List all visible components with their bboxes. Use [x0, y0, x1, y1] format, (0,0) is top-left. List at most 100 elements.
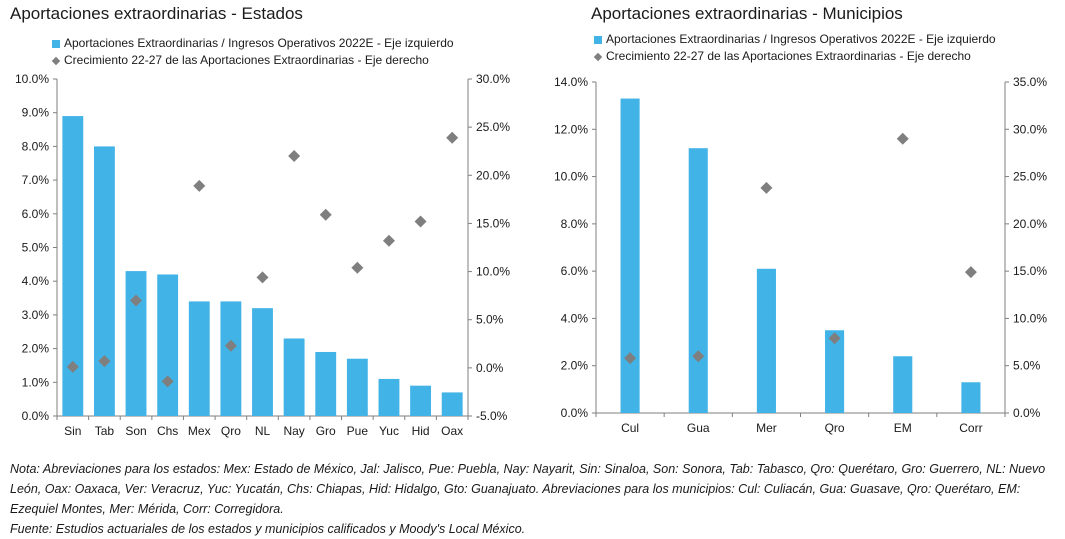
- legend-item-bars: Aportaciones Extraordinarias / Ingresos …: [594, 31, 996, 48]
- plot-area: 0.0% 2.0% 4.0% 6.0% 8.0% 10.0% 12.0% 14.0% 0.0% 5…: [554, 75, 1047, 435]
- y-tick-label-left: 4.0%: [22, 274, 50, 288]
- x-tick-label: Oax: [441, 424, 463, 438]
- diamond-mer: [760, 181, 773, 194]
- y-tick-label-right: 30.0%: [476, 72, 510, 86]
- footnote: Nota: Abreviaciones para los estados: Me…: [10, 459, 1060, 539]
- chart-estados: Aportaciones extraordinarias - Estados A…: [0, 0, 530, 450]
- x-tick-label: Qro: [221, 424, 241, 438]
- legend-bar-swatch: [52, 39, 60, 48]
- y-tick-label-right: -5.0%: [476, 409, 508, 423]
- diamond-chs: [161, 375, 174, 388]
- bar-em: [893, 356, 913, 413]
- x-tick-label: Tab: [95, 424, 115, 438]
- legend-label: Aportaciones Extraordinarias / Ingresos …: [64, 36, 454, 50]
- bar-oax: [441, 392, 463, 416]
- legend-label: Crecimiento 22-27 de las Aportaciones Ex…: [606, 49, 971, 63]
- x-tick-label: EM: [894, 421, 912, 435]
- chart-title: Aportaciones extraordinarias - Estados: [10, 4, 303, 23]
- x-tick-label: Chs: [157, 424, 178, 438]
- diamond-yuc: [382, 234, 395, 247]
- y-tick-label-left: 10.0%: [15, 72, 49, 86]
- diamond-em: [896, 132, 909, 145]
- y-tick-label-left: 10.0%: [554, 170, 588, 184]
- y-tick-label-right: 15.0%: [1013, 264, 1047, 278]
- x-tick-label: Gro: [316, 424, 336, 438]
- x-tick-label: Son: [125, 424, 146, 438]
- y-tick-label-left: 5.0%: [22, 241, 50, 255]
- y-tick-label-left: 14.0%: [554, 75, 588, 89]
- bar-gua: [688, 148, 708, 413]
- y-tick-label-left: 6.0%: [22, 207, 50, 221]
- diamond-nay: [288, 150, 301, 163]
- diamond-gua: [692, 350, 705, 363]
- x-tick-label: Cul: [621, 421, 639, 435]
- x-tick-label: Corr: [959, 421, 982, 435]
- y-tick-label-right: 10.0%: [476, 265, 510, 279]
- y-tick-label-right: 15.0%: [476, 216, 510, 230]
- bar-nay: [283, 338, 305, 416]
- legend-item-diamonds: Crecimiento 22-27 de las Aportaciones Ex…: [51, 52, 454, 69]
- y-tick-label-left: 1.0%: [22, 375, 50, 389]
- y-tick-label-left: 9.0%: [22, 106, 50, 120]
- legend-label: Aportaciones Extraordinarias / Ingresos …: [606, 32, 996, 46]
- y-tick-label-left: 4.0%: [561, 311, 589, 325]
- y-tick-label-left: 8.0%: [22, 139, 50, 153]
- x-tick-label: NL: [255, 424, 271, 438]
- diamond-oax: [446, 131, 459, 144]
- diamond-hid: [414, 215, 427, 228]
- y-tick-label-left: 2.0%: [561, 359, 589, 373]
- bar-mex: [188, 301, 210, 416]
- legend: Aportaciones Extraordinarias / Ingresos …: [593, 31, 996, 65]
- y-tick-label-right: 25.0%: [1013, 170, 1047, 184]
- plot-area: 0.0% 1.0% 2.0% 3.0% 4.0% 5.0% 6.0% 7.0% 8.0% 9.0%…: [15, 72, 510, 438]
- diamond-pue: [351, 261, 364, 274]
- x-tick-label: Yuc: [379, 424, 399, 438]
- bar-sin: [62, 116, 84, 416]
- x-tick-label: Mex: [188, 424, 211, 438]
- y-tick-label-right: 0.0%: [1013, 406, 1041, 420]
- y-tick-label-right: 10.0%: [1013, 311, 1047, 325]
- x-tick-label: Gua: [687, 421, 710, 435]
- x-tick-label: Pue: [347, 424, 369, 438]
- note-text: Nota: Abreviaciones para los estados: Me…: [10, 462, 1046, 516]
- y-tick-label-right: 5.0%: [1013, 359, 1041, 373]
- bar-corr: [961, 382, 981, 413]
- x-tick-label: Sin: [64, 424, 81, 438]
- y-tick-label-left: 7.0%: [22, 173, 50, 187]
- x-tick-label: Qro: [825, 421, 845, 435]
- x-tick-label: Hid: [412, 424, 430, 438]
- bar-pue: [346, 358, 368, 416]
- bar-gro: [315, 351, 337, 416]
- bar-chs: [157, 274, 179, 416]
- legend: Aportaciones Extraordinarias / Ingresos …: [51, 35, 454, 69]
- diamond-gro: [319, 208, 332, 221]
- diamond-tab: [98, 355, 111, 368]
- y-tick-label-left: 0.0%: [22, 409, 50, 423]
- bar-qro: [825, 330, 845, 413]
- y-tick-label-left: 0.0%: [561, 406, 589, 420]
- legend-label: Crecimiento 22-27 de las Aportaciones Ex…: [64, 53, 429, 67]
- y-tick-label-left: 8.0%: [561, 217, 589, 231]
- chart-title: Aportaciones extraordinarias - Municipio…: [591, 4, 903, 23]
- bar-nl: [252, 308, 273, 416]
- chart-municipios: Aportaciones extraordinarias - Municipio…: [530, 0, 1065, 450]
- diamond-nl: [256, 271, 269, 284]
- legend-item-diamonds: Crecimiento 22-27 de las Aportaciones Ex…: [593, 48, 996, 65]
- legend-bar-swatch: [594, 35, 602, 44]
- y-tick-label-left: 6.0%: [561, 264, 589, 278]
- x-tick-label: Nay: [283, 424, 304, 438]
- y-tick-label-right: 30.0%: [1013, 122, 1047, 136]
- y-tick-label-right: 20.0%: [1013, 217, 1047, 231]
- x-tick-label: Mer: [756, 421, 777, 435]
- y-tick-label-left: 3.0%: [22, 308, 50, 322]
- y-tick-label-right: 5.0%: [476, 313, 504, 327]
- y-tick-label-left: 2.0%: [22, 342, 50, 356]
- bar-son: [125, 271, 147, 416]
- bar-hid: [410, 385, 432, 416]
- legend-item-bars: Aportaciones Extraordinarias / Ingresos …: [52, 35, 454, 52]
- diamond-son: [130, 294, 143, 307]
- diamond-qro: [828, 332, 841, 345]
- diamond-mex: [193, 179, 206, 192]
- y-tick-label-right: 20.0%: [476, 168, 510, 182]
- bar-tab: [93, 146, 115, 416]
